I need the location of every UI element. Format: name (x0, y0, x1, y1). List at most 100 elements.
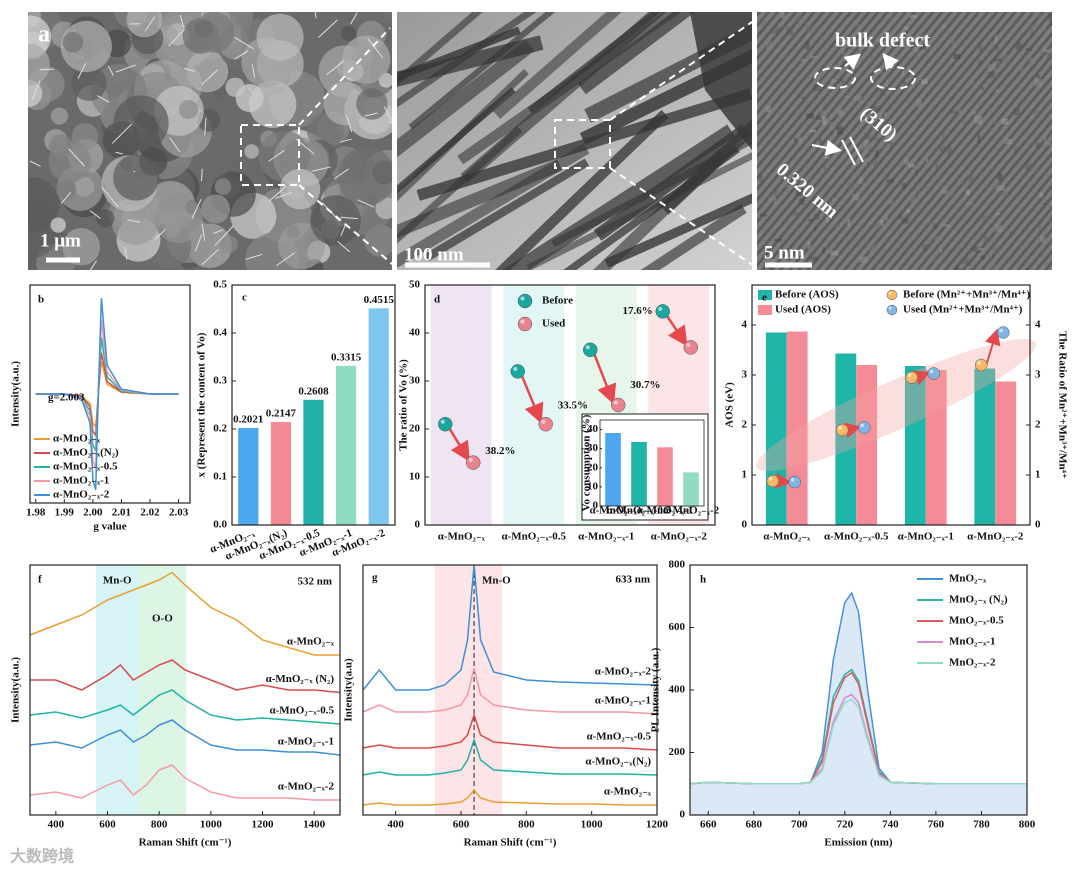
texture (983, 236, 991, 243)
y-tick-label: 0.0 (213, 519, 227, 531)
texture (997, 185, 1006, 191)
texture (169, 137, 181, 153)
y-tick-label: 20 (409, 423, 421, 435)
texture (916, 42, 923, 47)
x-tick-label: 2.02 (140, 507, 160, 519)
point (538, 416, 553, 432)
arrow (985, 328, 1001, 366)
texture (833, 129, 837, 132)
texture (220, 235, 238, 253)
texture (884, 112, 887, 116)
y-tick-label: 400 (669, 684, 686, 696)
texture (144, 16, 156, 32)
texture (966, 266, 972, 269)
x-tick-label: 800 (518, 819, 535, 831)
band-label: Mn-O (482, 575, 511, 587)
texture (829, 234, 832, 238)
series-line (29, 689, 341, 725)
texture (825, 216, 829, 223)
texture (278, 222, 325, 270)
point (975, 358, 988, 372)
texture (933, 254, 937, 262)
y-axis-label: Vo consumption (%) (581, 414, 593, 511)
texture (356, 88, 388, 120)
texture (1034, 79, 1042, 86)
highlight (907, 373, 912, 378)
bar (765, 332, 787, 525)
fringe-marker (849, 136, 864, 163)
texture (914, 56, 920, 59)
texture (863, 158, 871, 163)
x-tick-label: 780 (973, 819, 990, 831)
texture (1039, 192, 1043, 198)
texture (801, 96, 805, 100)
texture (275, 191, 293, 199)
annotation: 33.5% (558, 399, 588, 411)
legend-label: Before (Mn²⁺+Mn³⁺/Mn⁴⁺) (903, 289, 1030, 301)
texture (878, 70, 883, 74)
texture (997, 62, 1001, 69)
bar (303, 399, 324, 525)
texture (214, 178, 232, 195)
texture (806, 113, 814, 119)
x-tick-label: α-MnO₂₋ₓ (589, 505, 637, 517)
y-tick-label: 800 (669, 559, 686, 571)
texture (276, 251, 296, 267)
texture (780, 12, 785, 19)
texture (902, 218, 909, 224)
texture (109, 64, 130, 85)
legend-label: MnO₂₋ₓ-1 (949, 636, 995, 648)
panel-label: a (38, 22, 50, 48)
texture (68, 148, 85, 167)
texture (978, 60, 981, 67)
point (655, 304, 670, 319)
texture (906, 208, 911, 213)
texture (833, 224, 840, 227)
x-tick-label: α-MnO₂₋ₓ-1 (898, 531, 954, 543)
y-tick-label: 0 (1035, 519, 1041, 531)
texture (383, 106, 392, 122)
x-tick-label: α-MnO₂₋ₓ-0.5 (824, 531, 889, 543)
texture (813, 83, 822, 92)
y-tick-label: 2 (742, 419, 748, 431)
texture (949, 111, 957, 114)
series-label: α-MnO₂₋ₓ (N₂) (266, 673, 335, 685)
texture (914, 46, 919, 53)
highlight (860, 423, 864, 428)
x-tick-label: 1400 (303, 819, 326, 831)
defect-outline (870, 66, 916, 90)
texture (977, 135, 981, 142)
x-tick-label: 700 (791, 819, 808, 831)
texture (384, 12, 392, 23)
y-tick-label: 0 (415, 519, 421, 531)
texture (1030, 28, 1033, 35)
texture (1036, 74, 1040, 79)
data-label: 0.2021 (233, 414, 263, 426)
plot-frame (29, 284, 191, 504)
plot-frame (362, 564, 658, 816)
texture (155, 229, 166, 240)
texture (397, 35, 544, 103)
band-label: O-O (152, 613, 173, 625)
legend-label: MnO₂₋ₓ-2 (949, 657, 996, 669)
texture (1014, 146, 1018, 155)
annotation: 532 nm (297, 576, 332, 588)
texture (942, 224, 951, 227)
x-axis-label: g value (93, 521, 126, 533)
texture (908, 163, 915, 168)
texture (987, 72, 996, 78)
panel-label: h (700, 574, 706, 586)
texture (878, 111, 883, 119)
y-tick-label: 10 (409, 471, 421, 483)
y-tick-label: 4 (742, 319, 748, 331)
texture (873, 138, 881, 142)
zoom-box (240, 124, 300, 186)
texture (186, 50, 229, 93)
texture (194, 234, 203, 252)
texture (774, 238, 783, 242)
texture (191, 198, 202, 219)
texture (773, 198, 777, 205)
highlight (888, 291, 892, 295)
texture (980, 255, 986, 260)
texture (894, 56, 901, 60)
